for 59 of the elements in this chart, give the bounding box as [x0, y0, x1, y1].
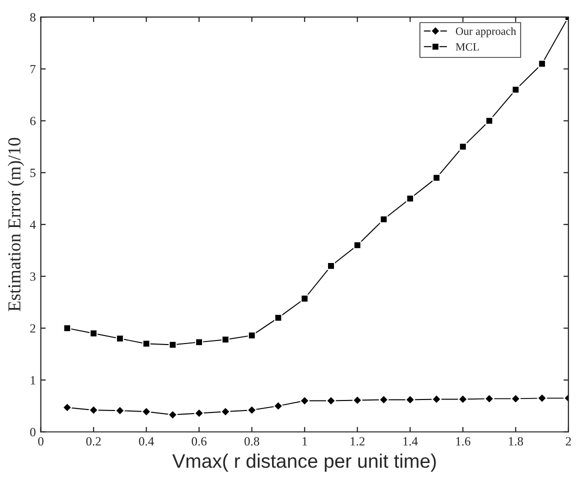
legend-label: MCL — [456, 43, 479, 51]
point — [168, 340, 177, 349]
point — [353, 241, 362, 250]
point — [326, 396, 336, 406]
point — [432, 174, 441, 182]
x-tick-label: 0.4 — [138, 437, 154, 446]
point — [195, 338, 204, 346]
point — [352, 395, 362, 406]
point — [458, 394, 468, 404]
y-axis-title: Estimation Error (m)/10 — [8, 138, 24, 312]
point — [378, 394, 389, 405]
point — [512, 86, 520, 94]
y-tick-label: 0 — [30, 428, 36, 436]
x-tick-label: 0.8 — [244, 437, 260, 446]
point — [380, 215, 388, 224]
legend-label: Our approach — [456, 27, 516, 38]
point — [274, 314, 282, 322]
point — [168, 410, 178, 420]
x-tick-label: 2 — [566, 437, 571, 446]
x-tick-label: 0.2 — [86, 437, 101, 446]
y-tick-label: 4 — [30, 220, 36, 229]
point — [141, 406, 152, 417]
point — [88, 405, 99, 416]
y-tick-label: 7 — [30, 65, 36, 74]
point — [484, 394, 494, 404]
point — [537, 393, 547, 404]
y-tick-label: 3 — [30, 272, 36, 281]
point — [142, 340, 150, 348]
point — [194, 408, 204, 418]
x-tick-label: 1.6 — [456, 437, 470, 446]
point — [248, 331, 256, 340]
x-tick-label: 1.4 — [403, 437, 418, 446]
x-tick-label: 1.2 — [350, 437, 364, 446]
y-tick-label: 5 — [30, 168, 36, 178]
point — [405, 394, 416, 405]
point — [485, 116, 494, 125]
x-tick-label: 1.8 — [508, 437, 523, 446]
x-tick-label: 0 — [38, 437, 44, 446]
point — [115, 406, 125, 416]
point — [90, 329, 98, 338]
point — [220, 406, 230, 417]
x-axis-title: Vmax( r distance per unit time) — [172, 454, 436, 472]
y-tick-label: 8 — [30, 13, 36, 22]
point — [300, 396, 310, 406]
point — [246, 405, 257, 416]
point — [63, 324, 72, 332]
point — [300, 294, 309, 303]
x-tick-label: 0.6 — [192, 437, 207, 446]
x-tick-label: 1 — [302, 437, 307, 446]
y-tick-label: 6 — [30, 116, 36, 126]
y-tick-label: 1 — [30, 376, 36, 384]
y-tick-label: 2 — [30, 324, 36, 333]
point — [327, 262, 335, 270]
point — [458, 142, 467, 151]
point — [273, 401, 284, 411]
point — [432, 394, 442, 404]
point — [510, 394, 521, 404]
point — [62, 402, 72, 412]
point — [406, 194, 414, 203]
